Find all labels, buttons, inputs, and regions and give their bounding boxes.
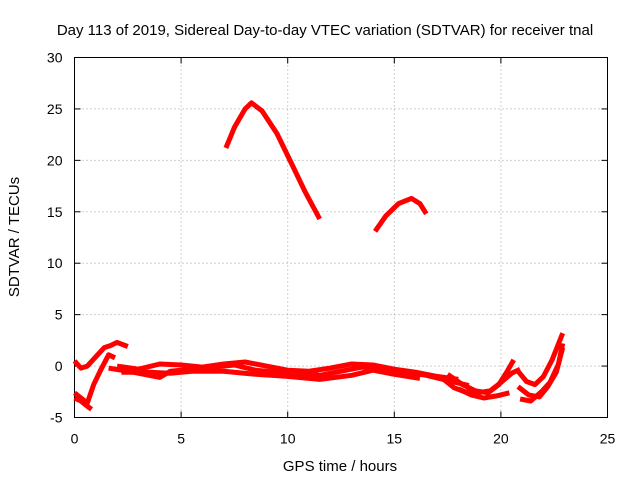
series-line-arc-n xyxy=(519,342,566,404)
y-axis-label: SDTVAR / TECUs xyxy=(6,177,23,297)
data-series xyxy=(72,100,566,412)
y-tick-label: 20 xyxy=(47,152,63,168)
y-tick-label: 5 xyxy=(55,307,63,323)
y-tick-label: 25 xyxy=(47,101,63,117)
series-line-arc-b xyxy=(373,195,429,233)
series-line-arc-k xyxy=(457,386,510,401)
x-tick-label: 25 xyxy=(600,431,616,447)
y-tick-label: -5 xyxy=(50,410,63,426)
series-line-arc-h xyxy=(121,367,421,382)
series-line-arc-a xyxy=(223,100,322,221)
x-tick-label: 20 xyxy=(493,431,509,447)
series-line-arc-c xyxy=(72,339,129,371)
series-line-arc-j xyxy=(446,358,516,396)
y-tick-label: 10 xyxy=(47,255,63,271)
y-tick-label: 0 xyxy=(55,358,63,374)
series-line-arc-d xyxy=(72,352,117,406)
x-tick-label: 5 xyxy=(177,431,185,447)
y-tick-label: 15 xyxy=(47,204,63,220)
x-tick-label: 0 xyxy=(71,431,79,447)
series-line-arc-e xyxy=(73,395,94,412)
x-tick-label: 15 xyxy=(387,431,403,447)
x-axis-label: GPS time / hours xyxy=(283,458,397,475)
axis-ticks: 0 5 10 15 20 25 -5 0 5 10 15 20 25 30 xyxy=(47,50,616,447)
chart-title: Day 113 of 2019, Sidereal Day-to-day VTE… xyxy=(57,22,593,39)
y-tick-label: 30 xyxy=(47,50,63,66)
plot-frame xyxy=(74,57,608,418)
series-line-arc-l xyxy=(516,332,566,388)
x-tick-label: 10 xyxy=(280,431,296,447)
series-line-arc-g xyxy=(116,359,459,382)
